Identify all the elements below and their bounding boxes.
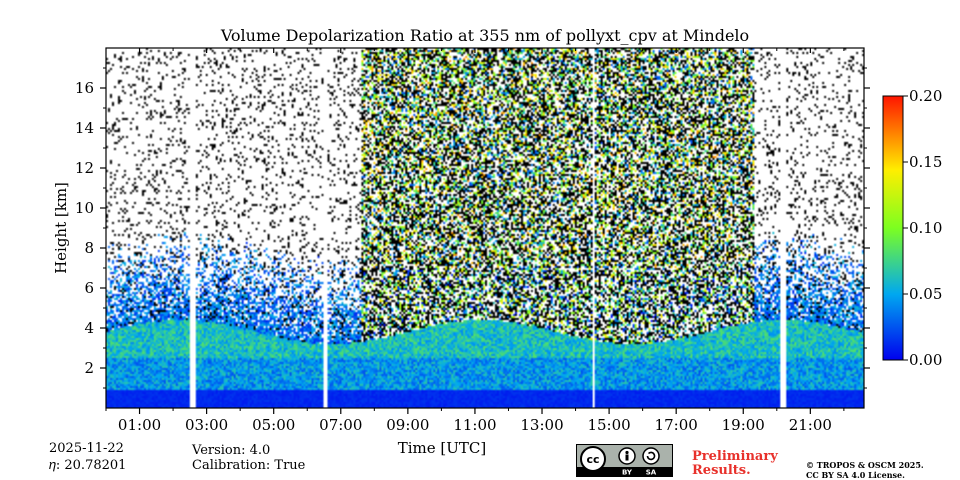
x-tick-label-1: 03:00: [185, 416, 228, 434]
calibration-label: Calibration: True: [192, 458, 306, 473]
y-tick-label-3: 8: [84, 239, 94, 257]
x-axis-label: Time [UTC]: [398, 439, 487, 457]
y-tick-label-7: 16: [75, 79, 94, 97]
by-text: BY: [622, 469, 633, 477]
x-tick-label-9: 19:00: [722, 416, 765, 434]
preliminary-label: Preliminary: [692, 449, 778, 464]
x-tick-label-7: 15:00: [587, 416, 630, 434]
copyright-line-2: CC BY SA 4.0 License.: [806, 470, 905, 480]
results-label: Results.: [692, 463, 751, 478]
colorbar-tick-label-3: 0.15: [909, 153, 942, 171]
colorbar-tick-label-1: 0.05: [909, 285, 942, 303]
date-label: 2025-11-22: [49, 441, 124, 456]
colorbar-tick-label-0: 0.00: [909, 351, 942, 369]
copyright-line-1: © TROPOS & OSCM 2025.: [806, 460, 924, 470]
sa-text: SA: [646, 469, 657, 477]
y-tick-label-0: 2: [84, 359, 94, 377]
eta-label: 𝜂: 20.78201: [49, 458, 127, 473]
chart-title: Volume Depolarization Ratio at 355 nm of…: [220, 26, 749, 45]
heatmap-image: [106, 48, 864, 408]
x-tick-label-8: 17:00: [655, 416, 698, 434]
cc-icon: [580, 446, 606, 472]
colorbar-tick-label-4: 0.20: [909, 87, 942, 105]
y-tick-label-6: 14: [75, 119, 94, 137]
colorbar: [882, 95, 904, 361]
x-tick-label-6: 13:00: [520, 416, 563, 434]
version-label: Version: 4.0: [192, 443, 271, 458]
x-tick-label-2: 05:00: [252, 416, 295, 434]
colorbar-ticks: 0.00 0.05 0.10 0.15 0.20: [903, 87, 942, 369]
y-tick-label-1: 4: [84, 319, 94, 337]
sa-share-icon: [642, 447, 660, 465]
x-tick-label-5: 11:00: [453, 416, 496, 434]
axis-ticks: 01:00 03:00 05:00 07:00 09:00 11:00 13:00 15:00…: [75, 48, 870, 434]
y-tick-label-4: 10: [75, 199, 94, 217]
cc-text: cc: [586, 453, 599, 466]
x-tick-label-4: 09:00: [386, 416, 429, 434]
y-tick-label-2: 6: [84, 279, 94, 297]
x-tick-label-3: 07:00: [319, 416, 362, 434]
y-tick-label-5: 12: [75, 159, 94, 177]
x-tick-label-10: 21:00: [789, 416, 832, 434]
cc-license-badge: cc BY SA: [576, 444, 673, 477]
colorbar-tick-label-2: 0.10: [909, 219, 942, 237]
y-axis-label: Height [km]: [52, 182, 70, 274]
x-tick-label-0: 01:00: [118, 416, 161, 434]
